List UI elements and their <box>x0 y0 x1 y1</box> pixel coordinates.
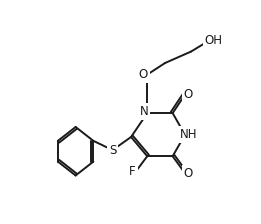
Text: NH: NH <box>180 128 198 141</box>
Text: OH: OH <box>204 34 222 47</box>
Text: F: F <box>129 165 136 178</box>
Text: O: O <box>139 68 148 81</box>
Text: S: S <box>109 144 116 157</box>
Text: O: O <box>183 167 193 180</box>
Text: O: O <box>183 88 193 101</box>
Text: N: N <box>140 105 149 118</box>
